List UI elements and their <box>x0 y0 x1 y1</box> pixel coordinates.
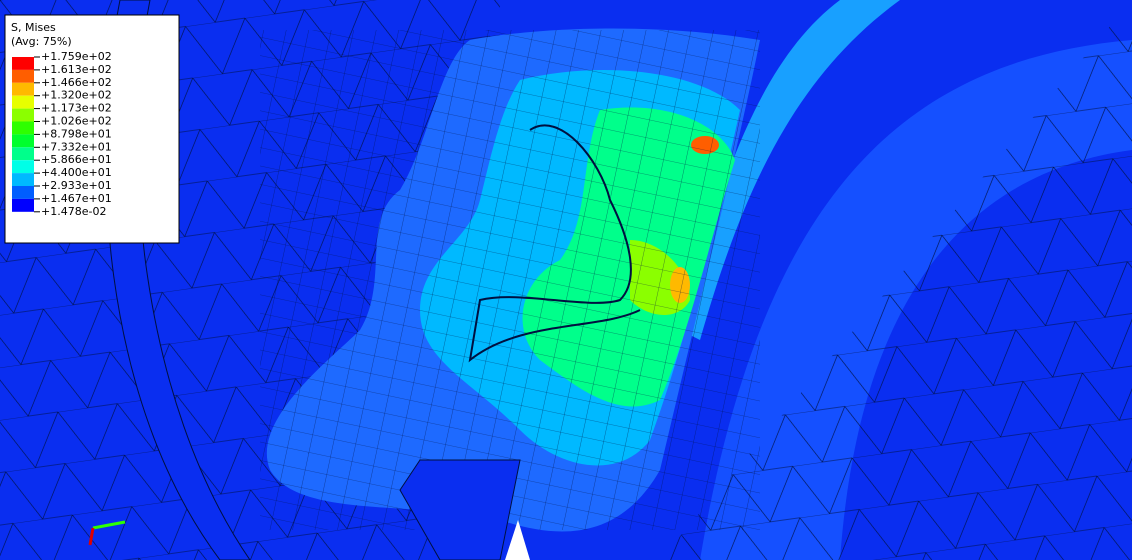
legend-title: S, Mises <box>11 21 56 34</box>
legend-swatch <box>12 173 34 186</box>
legend-swatch <box>12 186 34 199</box>
legend-label: +1.467e+01 <box>41 192 112 205</box>
legend-label: +8.798e+01 <box>41 127 112 140</box>
legend-subtitle: (Avg: 75%) <box>11 35 72 48</box>
legend-swatch <box>12 70 34 83</box>
legend-swatch <box>12 160 34 173</box>
legend-swatch <box>12 109 34 122</box>
legend-label: +1.026e+02 <box>41 115 112 128</box>
legend-swatch <box>12 199 34 212</box>
legend-swatch <box>12 83 34 96</box>
legend-swatch <box>12 122 34 135</box>
legend-label: +7.332e+01 <box>41 140 112 153</box>
legend: +1.759e+02+1.613e+02+1.466e+02+1.320e+02… <box>12 50 112 218</box>
legend-swatch <box>12 147 34 160</box>
legend-label: +5.866e+01 <box>41 153 112 166</box>
legend-label: +1.173e+02 <box>41 102 112 115</box>
legend-label: +1.466e+02 <box>41 76 112 89</box>
legend-swatch <box>12 96 34 109</box>
legend-swatch <box>12 134 34 147</box>
legend-swatch <box>12 57 34 70</box>
legend-label: +1.759e+02 <box>41 50 112 63</box>
legend-label: +1.320e+02 <box>41 89 112 102</box>
legend-label: +4.400e+01 <box>41 166 112 179</box>
legend-label: +2.933e+01 <box>41 179 112 192</box>
mesh-center <box>260 30 760 530</box>
legend-label: +1.613e+02 <box>41 63 112 76</box>
viewport: S, Mises (Avg: 75%) +1.759e+02+1.613e+02… <box>0 0 1132 560</box>
page: S, Mises (Avg: 75%) +1.759e+02+1.613e+02… <box>0 0 1132 560</box>
legend-label: +1.478e-02 <box>41 205 106 218</box>
